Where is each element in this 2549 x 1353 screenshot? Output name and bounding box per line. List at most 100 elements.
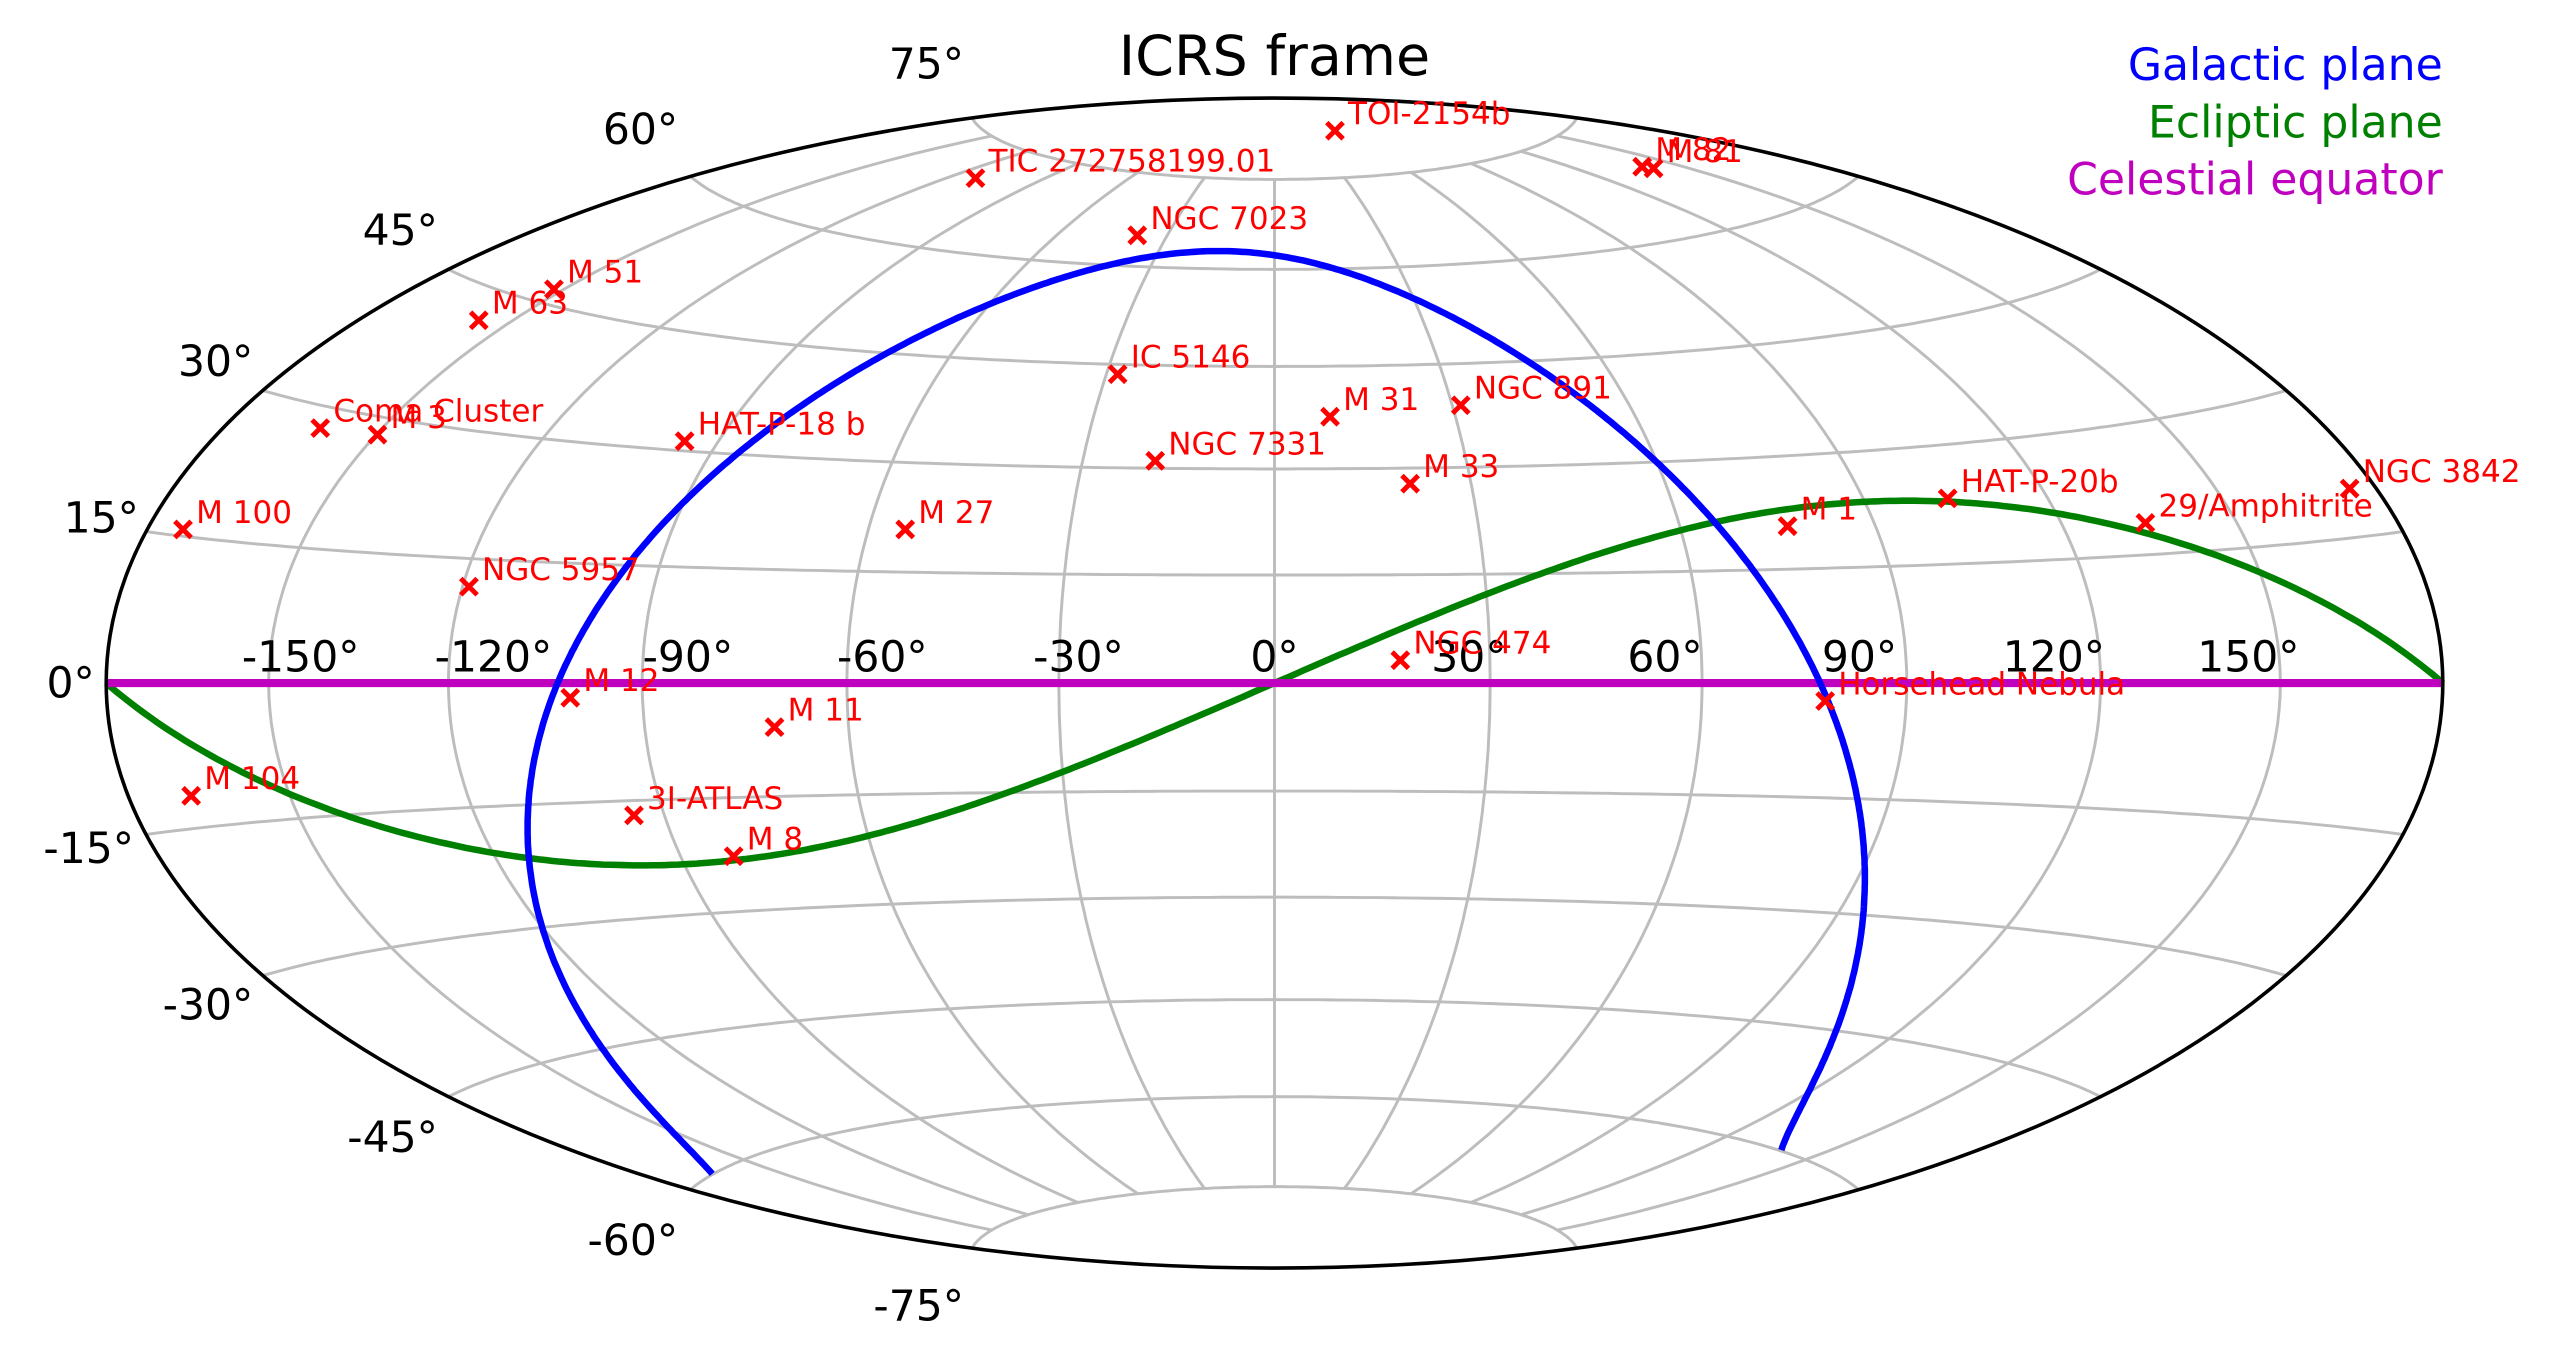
object-label: M 82 (1655, 132, 1731, 168)
x-marker-icon (560, 687, 581, 708)
x-marker-icon (1450, 395, 1471, 416)
y-tick: -45° (347, 1114, 438, 1163)
object-marker: M 3 (367, 400, 447, 445)
object-marker: M 104 (181, 761, 300, 806)
y-tick: 30° (178, 338, 253, 387)
object-label: M 100 (196, 495, 292, 531)
x-tick: 60° (1627, 634, 1702, 683)
x-marker-icon (1325, 120, 1345, 141)
x-marker-icon (965, 168, 986, 189)
object-label: M 11 (788, 693, 864, 729)
x-marker-icon (1815, 691, 1836, 711)
x-marker-icon (367, 424, 388, 445)
object-label: TIC 272758199.01 (988, 144, 1276, 180)
object-label: M 63 (492, 286, 568, 322)
galactic-plane-line (1778, 906, 1868, 1152)
x-marker-icon (1400, 473, 1421, 494)
object-label: M 51 (567, 255, 643, 291)
object-marker: M 1 (1777, 492, 1857, 537)
object-label: NGC 891 (1474, 371, 1612, 407)
object-marker: M 8 (723, 822, 803, 867)
object-label: TOI-2154b (1347, 96, 1510, 132)
object-label: Coma Cluster (333, 394, 543, 430)
object-marker: NGC 474 (1390, 626, 1551, 671)
x-tick: -120° (435, 634, 553, 683)
object-marker: HAT-P-20b (1937, 464, 2119, 509)
x-marker-icon (2135, 512, 2156, 533)
plane-curves (104, 247, 2445, 1177)
x-marker-icon (468, 310, 489, 331)
object-marker: TIC 272758199.01 (965, 144, 1276, 189)
object-marker: TOI-2154b (1325, 96, 1510, 141)
galactic-plane-line (524, 247, 1869, 1177)
object-marker: M 33 (1400, 449, 1499, 494)
object-label: NGC 474 (1413, 626, 1551, 662)
x-marker-icon (310, 418, 331, 439)
object-label: M 31 (1343, 382, 1419, 418)
object-label: HAT-P-20b (1961, 464, 2119, 500)
chart-title: ICRS frame (1119, 24, 1430, 89)
object-marker: M 27 (895, 495, 994, 540)
object-label: M 8 (747, 822, 803, 858)
x-marker-icon (1145, 450, 1166, 471)
x-tick: -150° (242, 634, 360, 683)
object-marker: NGC 7023 (1127, 201, 1308, 246)
legend-celestial-equator: Celestial equator (2067, 154, 2444, 205)
x-marker-icon (544, 279, 564, 300)
legend-galactic-plane: Galactic plane (2128, 40, 2443, 91)
x-marker-icon (459, 576, 479, 597)
y-tick: 45° (363, 207, 438, 256)
object-marker: IC 5146 (1107, 340, 1250, 385)
object-marker: 29/Amphitrite (2135, 488, 2373, 533)
x-marker-icon (674, 431, 695, 452)
y-tick: 75° (889, 40, 964, 89)
legend: Galactic plane Ecliptic plane Celestial … (2067, 40, 2444, 205)
x-tick: 90° (1822, 634, 1897, 683)
object-marker: M 51 (544, 255, 643, 300)
y-tick: -60° (587, 1217, 678, 1266)
y-tick-labels: 75° 60° 45° 30° 15° 0° -15° -30° -45° -6… (43, 40, 964, 1331)
x-tick: 150° (2197, 634, 2299, 683)
object-label: 29/Amphitrite (2158, 488, 2372, 524)
object-label: M 1 (1801, 492, 1857, 528)
object-marker: NGC 5957 (459, 552, 640, 597)
object-marker: NGC 891 (1450, 371, 1612, 416)
x-marker-icon (1127, 225, 1148, 246)
object-label: NGC 5957 (482, 552, 640, 588)
x-marker-icon (895, 519, 916, 540)
object-marker: M 12 (560, 663, 659, 708)
x-tick: -60° (837, 634, 928, 683)
x-marker-icon (181, 785, 202, 806)
object-marker: M 82 (1632, 132, 1731, 177)
object-label: M 81 (1667, 134, 1743, 170)
y-tick: -15° (43, 825, 134, 874)
y-tick: 15° (64, 495, 139, 544)
object-marker: NGC 3842 (2339, 454, 2521, 499)
x-marker-icon (723, 846, 744, 867)
object-label: NGC 7023 (1150, 201, 1308, 237)
x-marker-icon (1937, 488, 1958, 509)
x-tick: 30° (1431, 634, 1506, 683)
x-marker-icon (1390, 650, 1411, 671)
x-marker-icon (2339, 478, 2360, 499)
object-markers: TOI-2154b M 82M 81 TIC 272758199.01 NGC 702… (173, 96, 2521, 867)
x-marker-icon (1643, 158, 1664, 179)
object-marker: Coma Cluster (310, 394, 543, 439)
object-label: HAT-P-18 b (698, 407, 866, 443)
x-marker-icon (624, 805, 644, 826)
object-label: NGC 3842 (2363, 454, 2521, 490)
object-label: M 12 (583, 663, 659, 699)
object-marker: HAT-P-18 b (674, 407, 866, 452)
object-marker: M 63 (468, 286, 568, 331)
x-tick-labels: -150° -120° -90° -60° -30° 0° 30° 60° 90… (242, 634, 2300, 683)
x-marker-icon (764, 717, 785, 738)
object-label: NGC 7331 (1168, 426, 1326, 462)
projection-outline (104, 96, 2445, 1270)
x-marker-icon (1320, 406, 1340, 427)
object-marker: M 81 (1643, 134, 1743, 179)
object-label: Horsehead Nebula (1838, 666, 2125, 702)
x-marker-icon (173, 519, 193, 540)
object-label: M 3 (391, 400, 447, 436)
x-marker-icon (1107, 364, 1128, 385)
object-marker: 3I-ATLAS (624, 781, 783, 826)
